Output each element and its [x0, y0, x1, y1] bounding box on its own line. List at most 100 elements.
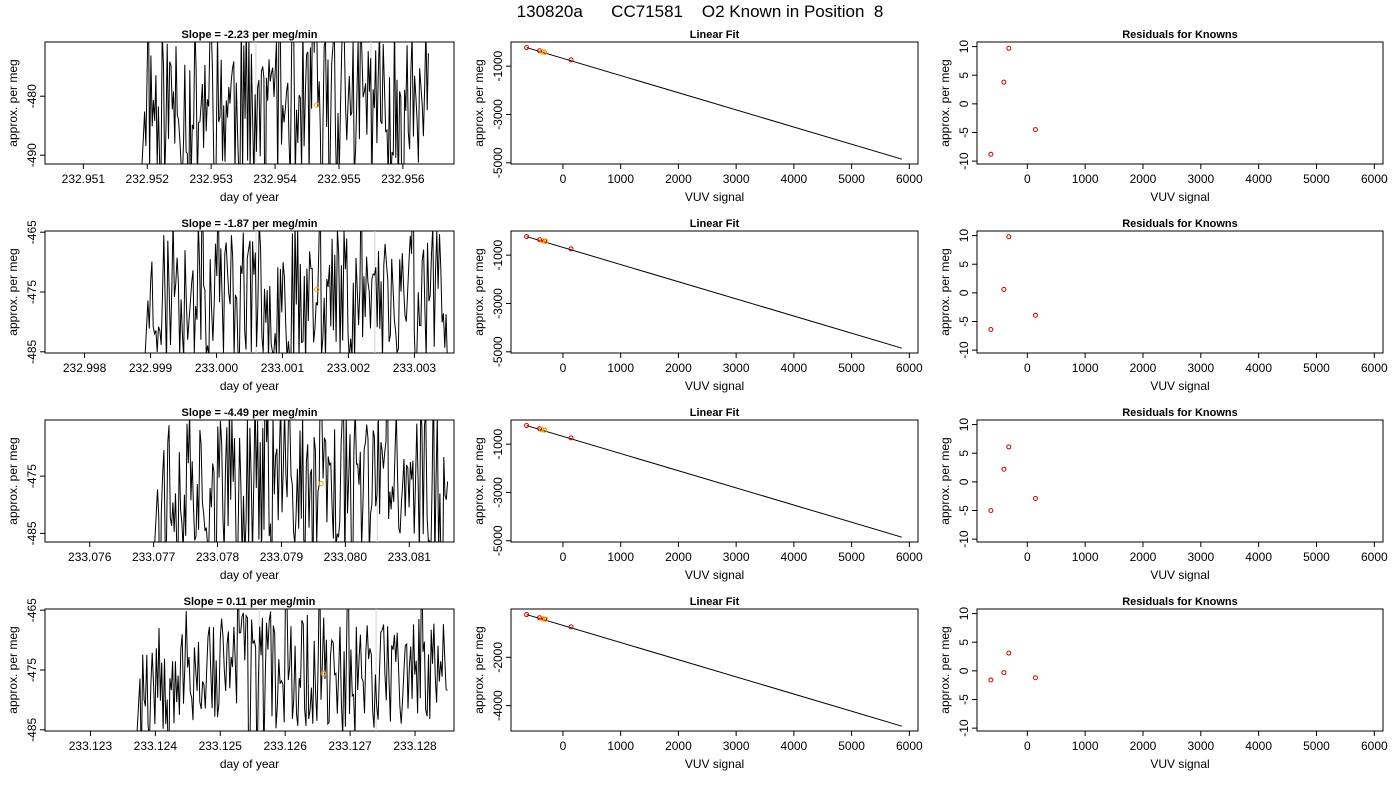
x-tick-label: 3000: [1187, 172, 1214, 186]
x-tick-label: 1000: [607, 172, 634, 186]
x-tick-label: 233.076: [68, 550, 112, 564]
y-tick-label: 10: [957, 418, 971, 432]
x-tick-label: 1000: [607, 550, 634, 564]
residual-point: [1032, 675, 1038, 681]
y-tick-label: 0: [957, 478, 971, 485]
y-axis-label: approx. per meg: [472, 437, 486, 524]
highlight-point: [314, 286, 320, 293]
plot-frame: [976, 41, 1384, 165]
x-tick-label: 233.123: [69, 739, 113, 753]
x-tick-label: 232.998: [63, 361, 107, 375]
known-point: [568, 57, 574, 63]
x-tick-label: 5000: [838, 361, 865, 375]
x-tick-label: 232.952: [126, 172, 170, 186]
plot-frame: [44, 41, 455, 165]
x-tick-label: 233.080: [324, 550, 368, 564]
panel-title: Slope = -4.49 per meg/min: [181, 407, 317, 419]
x-tick-label: 232.956: [381, 172, 425, 186]
residual-point: [988, 151, 994, 157]
fit-line: [526, 236, 902, 349]
known-point: [568, 246, 574, 252]
residual-point: [1001, 79, 1007, 85]
x-tick-label: 4000: [1245, 361, 1272, 375]
y-tick-label: -4000: [491, 690, 505, 721]
x-tick-label: 233.125: [199, 739, 243, 753]
y-tick-label: -5: [957, 694, 971, 705]
y-tick-label: -10: [957, 530, 971, 548]
y-axis-label: approx. per meg: [472, 59, 486, 146]
x-axis-label: day of year: [220, 757, 279, 771]
y-tick-label: -5: [957, 505, 971, 516]
plot-frame: [44, 230, 455, 354]
x-tick-label: 232.951: [62, 172, 106, 186]
y-axis-label: approx. per meg: [938, 59, 952, 146]
x-tick-label: 2000: [665, 739, 692, 753]
x-tick-label: 2000: [1130, 739, 1157, 753]
plot-area: [988, 234, 1038, 333]
x-axis-label: day of year: [220, 190, 279, 204]
x-tick-label: 4000: [781, 739, 808, 753]
plot-area: [988, 650, 1038, 683]
y-tick-label: 5: [957, 72, 971, 79]
x-tick-label: 4000: [781, 172, 808, 186]
known-point: [524, 234, 530, 240]
x-tick-label: 4000: [781, 550, 808, 564]
x-tick-label: 232.953: [189, 172, 233, 186]
x-tick-label: 233.126: [264, 739, 308, 753]
x-tick-label: 0: [560, 172, 567, 186]
highlight-point: [539, 615, 545, 622]
signal-trace: [154, 420, 449, 542]
fit-line: [526, 425, 902, 538]
plot-frame: [976, 419, 1384, 543]
x-tick-label: 232.954: [253, 172, 297, 186]
x-tick-label: 232.999: [129, 361, 173, 375]
x-tick-label: 233.000: [195, 361, 239, 375]
x-tick-label: 232.955: [317, 172, 361, 186]
y-tick-label: -465: [25, 598, 39, 622]
x-tick-label: 4000: [781, 361, 808, 375]
highlight-point: [320, 670, 327, 677]
known-point: [568, 624, 574, 630]
x-tick-label: 0: [1024, 172, 1031, 186]
x-tick-label: 2000: [1130, 550, 1157, 564]
y-tick-label: -5000: [491, 147, 505, 178]
residual-point: [988, 327, 994, 333]
x-tick-label: 233.079: [260, 550, 304, 564]
y-tick-label: -1000: [491, 428, 505, 459]
x-tick-label: 6000: [896, 739, 923, 753]
highlight-point: [538, 426, 545, 433]
panel-title: Slope = 0.11 per meg/min: [184, 596, 316, 608]
x-tick-label: 4000: [1245, 739, 1272, 753]
x-tick-label: 1000: [1072, 172, 1099, 186]
x-tick-label: 3000: [723, 172, 750, 186]
y-tick-label: -485: [25, 521, 39, 545]
x-tick-label: 233.078: [196, 550, 240, 564]
x-tick-label: 0: [1024, 361, 1031, 375]
y-tick-label: -475: [25, 658, 39, 682]
y-tick-label: -1000: [491, 50, 505, 81]
panel-title: Residuals for Knowns: [1122, 218, 1238, 230]
residuals-panel-row-3: Residuals for Knowns 0 1000 2000 3000 4000 500…: [938, 407, 1388, 582]
x-tick-label: 4000: [1245, 550, 1272, 564]
x-tick-label: 5000: [838, 739, 865, 753]
plot-frame: [510, 230, 919, 354]
x-tick-label: 6000: [1361, 739, 1388, 753]
panel-title: Linear Fit: [690, 596, 740, 608]
plot-area: [524, 423, 902, 538]
residual-point: [1006, 234, 1012, 240]
plot-frame: [44, 419, 455, 543]
y-tick-label: -3000: [491, 477, 505, 508]
x-tick-label: 0: [1024, 739, 1031, 753]
y-axis-label: approx. per meg: [938, 248, 952, 335]
known-point: [524, 423, 530, 429]
x-tick-label: 5000: [1303, 172, 1330, 186]
panel-title: Residuals for Knowns: [1122, 596, 1238, 608]
plot-frame: [510, 419, 919, 543]
y-tick-label: 10: [957, 40, 971, 54]
y-tick-label: 0: [957, 100, 971, 107]
x-tick-label: 0: [560, 361, 567, 375]
residual-point: [1001, 286, 1007, 292]
plot-area: [988, 444, 1038, 513]
x-tick-label: 0: [560, 550, 567, 564]
